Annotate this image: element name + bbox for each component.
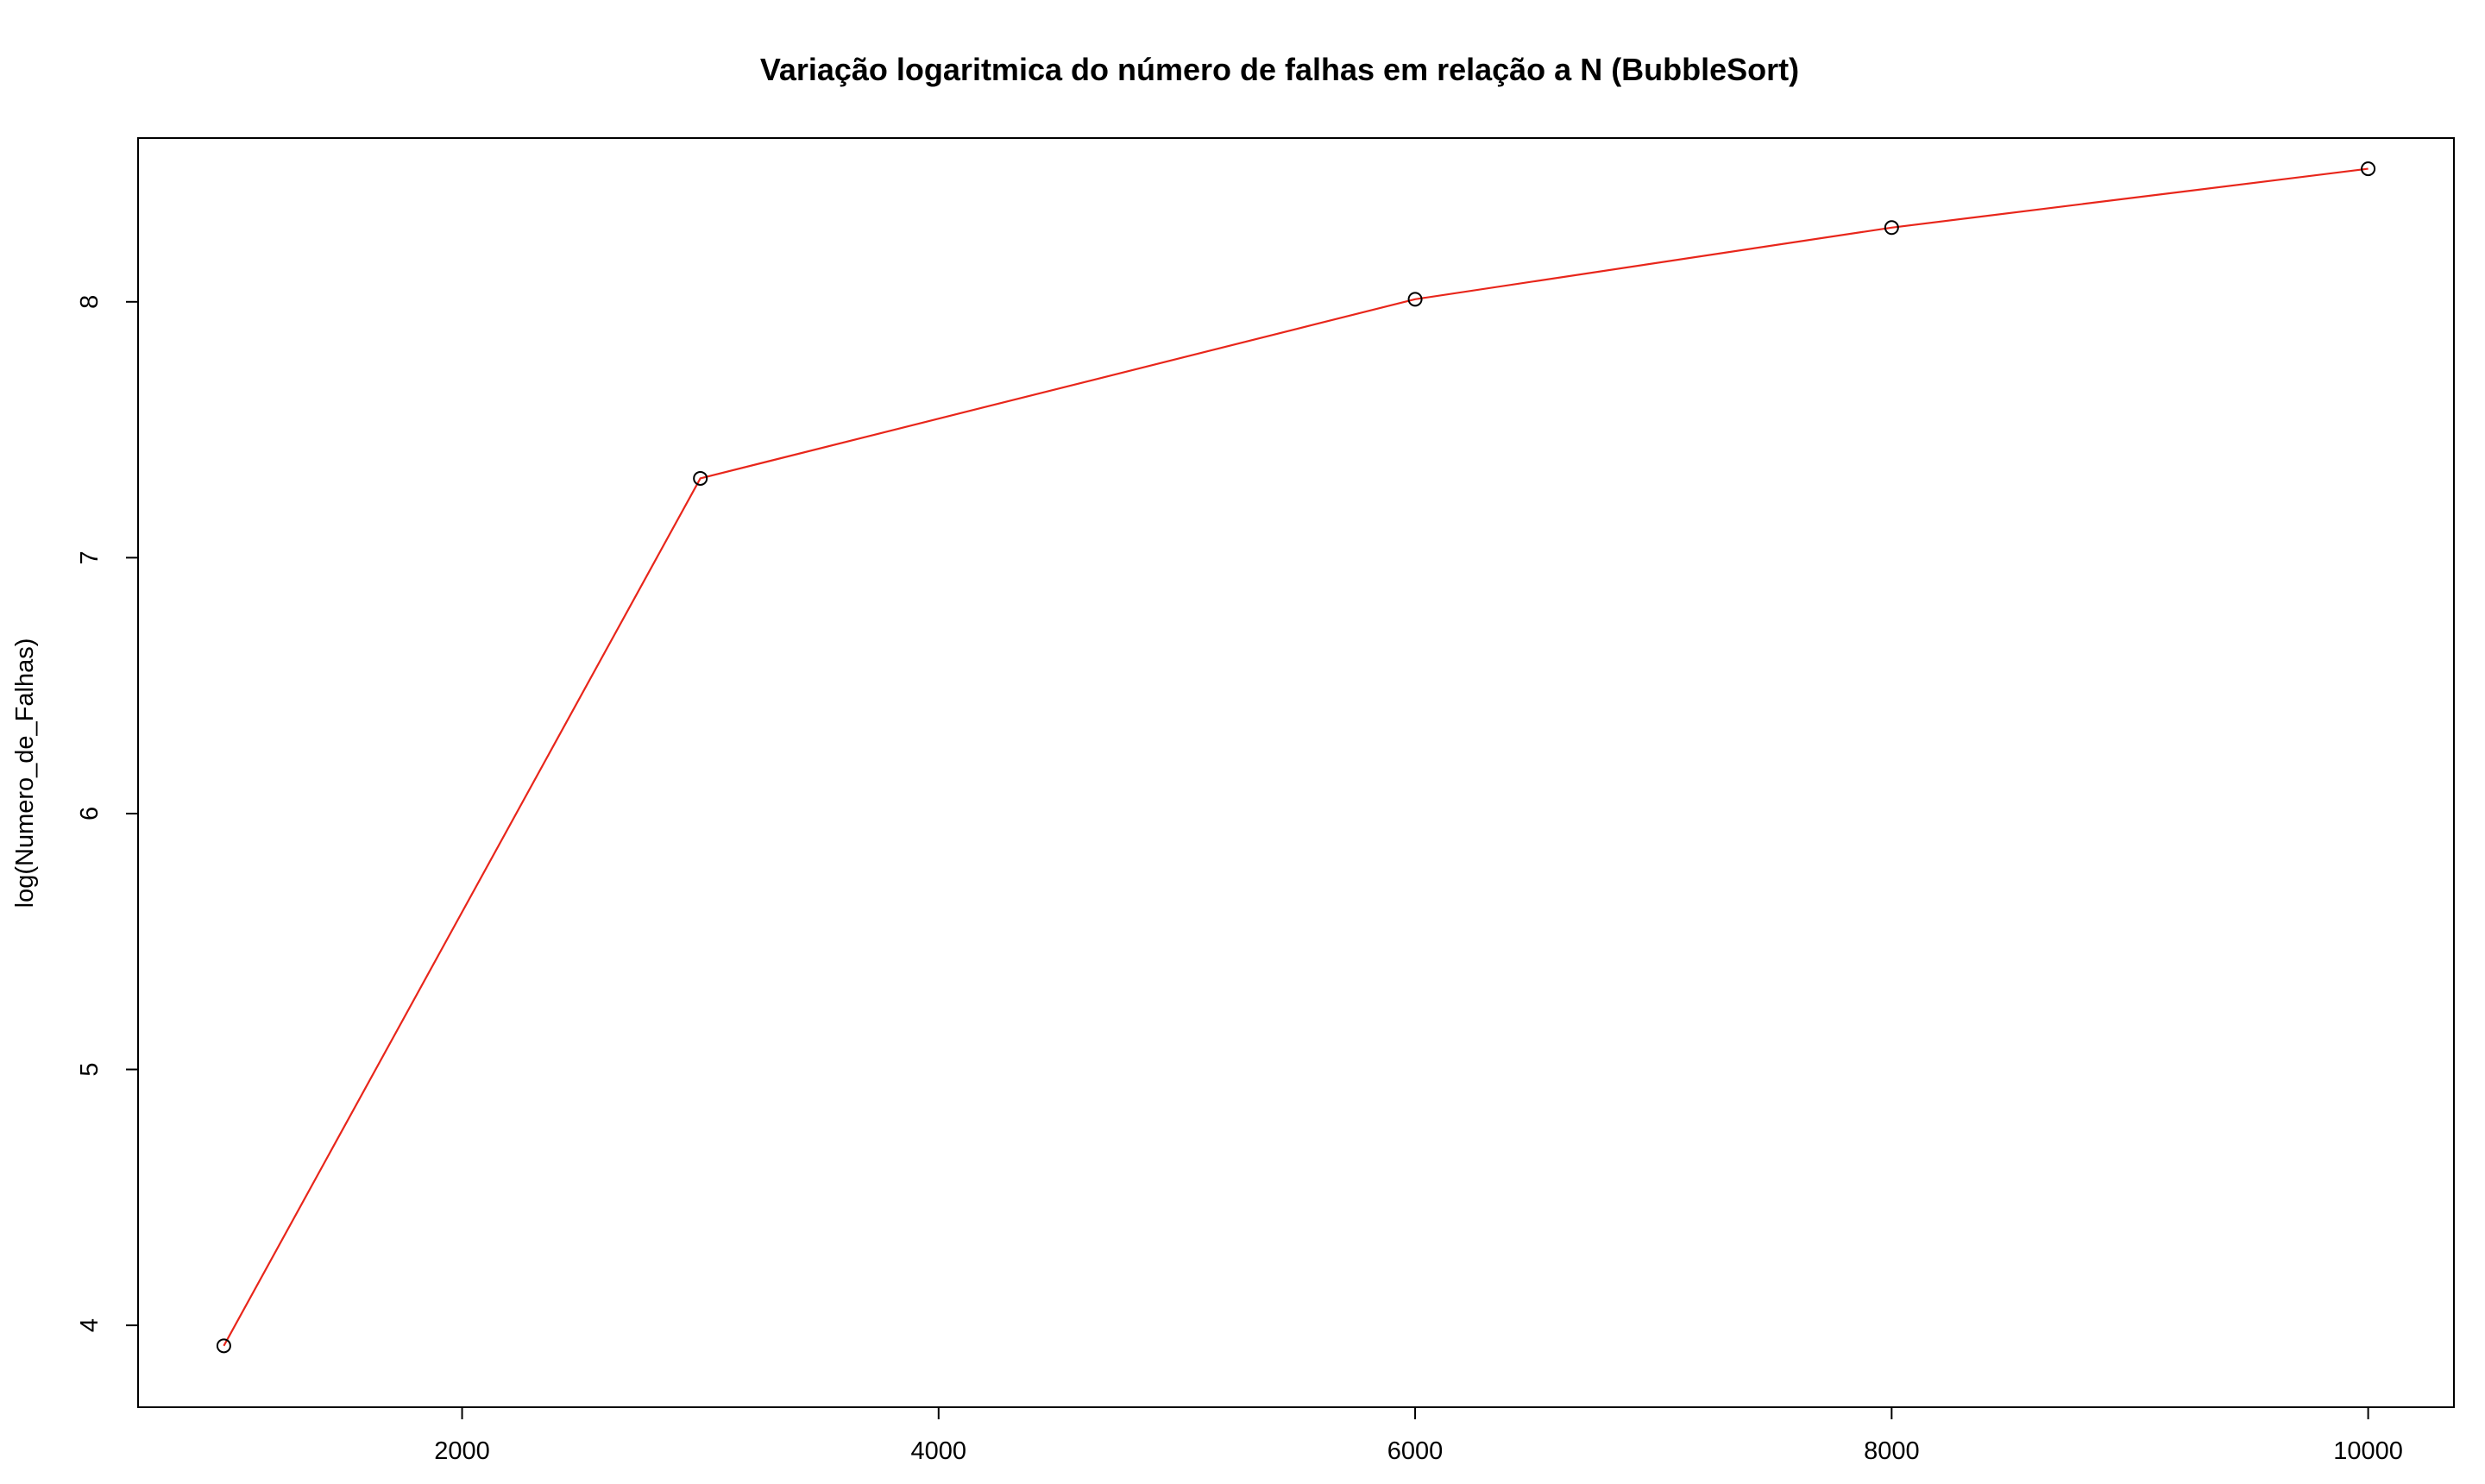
data-point [1884,220,1899,236]
y-tick-label: 7 [76,550,104,564]
y-tick-label: 4 [76,1318,104,1332]
series-layer [216,161,2376,1354]
data-point [693,470,708,486]
x-axis: 2000 4000 6000 8000 10000 [434,1406,2403,1465]
x-tick-label: 10000 [2333,1437,2403,1465]
y-axis-label: log(Numero_de_Falhas) [11,638,39,909]
y-tick-label: 6 [76,807,104,821]
x-tick-label: 6000 [1387,1437,1444,1465]
data-point [216,1338,231,1354]
x-tick-label: 2000 [434,1437,490,1465]
chart-title: Variação logaritmica do número de falhas… [760,52,1799,87]
x-tick-label: 8000 [1864,1437,1920,1465]
series-line [223,167,2369,1347]
x-tick-label: 4000 [911,1437,967,1465]
y-tick-label: 5 [76,1062,104,1076]
y-axis: 4 5 6 7 8 [76,295,139,1332]
data-point [2361,161,2376,177]
data-point [1407,292,1423,307]
y-tick-label: 8 [76,295,104,309]
